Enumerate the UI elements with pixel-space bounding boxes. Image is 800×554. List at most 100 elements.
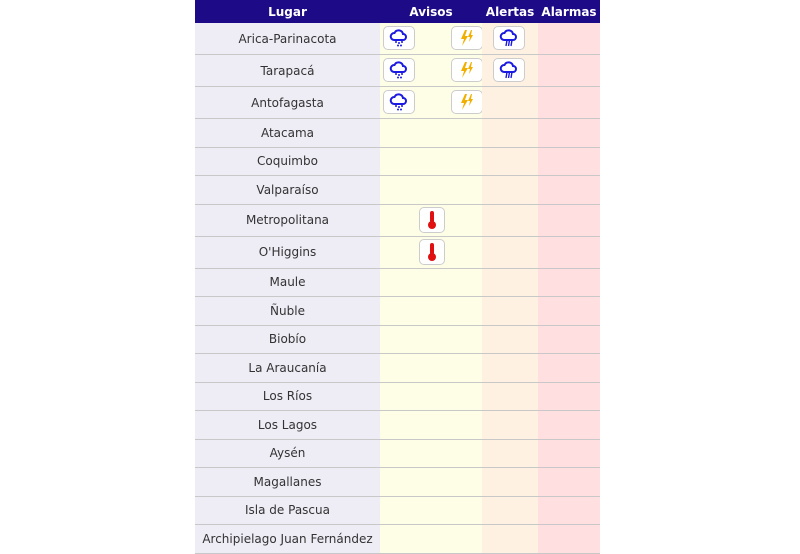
alertas-cell xyxy=(482,204,538,237)
region-name: Maule xyxy=(195,268,380,297)
avisos-cell xyxy=(380,268,482,297)
thunderstorm-icon[interactable] xyxy=(451,26,483,50)
alertas-cell xyxy=(482,439,538,468)
table-row: Los Lagos xyxy=(195,410,600,440)
table-row: Aysén xyxy=(195,439,600,468)
alertas-cell xyxy=(482,410,538,440)
table-row: Metropolitana xyxy=(195,204,600,237)
header-lugar: Lugar xyxy=(195,0,380,23)
avisos-cell xyxy=(380,439,482,468)
region-name: Aysén xyxy=(195,439,380,468)
avisos-cell xyxy=(380,410,482,440)
alertas-cell xyxy=(482,118,538,148)
region-name: Archipielago Juan Fernández xyxy=(195,524,380,554)
table-row: Tarapacá xyxy=(195,54,600,87)
alarmas-cell xyxy=(538,496,600,525)
region-name: Biobío xyxy=(195,325,380,354)
alertas-cell xyxy=(482,496,538,525)
alarmas-cell xyxy=(538,118,600,148)
header-alertas: Alertas xyxy=(482,0,538,23)
alarmas-cell xyxy=(538,325,600,354)
region-name: Coquimbo xyxy=(195,147,380,176)
heavy-rain-icon[interactable] xyxy=(493,26,525,50)
alarmas-cell xyxy=(538,86,600,119)
heavy-rain-icon[interactable] xyxy=(493,58,525,82)
avisos-cell xyxy=(380,353,482,383)
region-name: Los Lagos xyxy=(195,410,380,440)
header-avisos: Avisos xyxy=(380,0,482,23)
alertas-cell xyxy=(482,86,538,119)
alertas-cell xyxy=(482,353,538,383)
alertas-cell xyxy=(482,524,538,554)
rain-snow-icon[interactable] xyxy=(383,58,415,82)
avisos-cell xyxy=(380,204,482,237)
avisos-cell xyxy=(380,86,483,119)
avisos-cell xyxy=(380,382,482,411)
alertas-cell xyxy=(482,236,538,269)
alarmas-cell xyxy=(538,268,600,297)
alertas-cell xyxy=(482,467,538,497)
table-row: Atacama xyxy=(195,118,600,148)
alarmas-cell xyxy=(538,524,600,554)
avisos-cell xyxy=(380,325,482,354)
avisos-cell xyxy=(380,467,482,497)
rain-snow-icon[interactable] xyxy=(383,90,415,114)
region-name: Magallanes xyxy=(195,467,380,497)
table-row: O'Higgins xyxy=(195,236,600,269)
table-row: La Araucanía xyxy=(195,353,600,383)
alarmas-cell xyxy=(538,353,600,383)
region-name: O'Higgins xyxy=(195,236,380,269)
avisos-cell xyxy=(380,524,482,554)
alertas-cell xyxy=(482,147,538,176)
region-name: Antofagasta xyxy=(195,86,380,119)
alarmas-cell xyxy=(538,204,600,237)
alarmas-cell xyxy=(538,410,600,440)
alarmas-cell xyxy=(538,54,600,87)
table-row: Biobío xyxy=(195,325,600,354)
avisos-cell xyxy=(380,147,482,176)
thunderstorm-icon[interactable] xyxy=(451,58,483,82)
region-name: Valparaíso xyxy=(195,175,380,205)
table-row: Magallanes xyxy=(195,467,600,497)
avisos-cell xyxy=(380,296,482,326)
alarmas-cell xyxy=(538,296,600,326)
alertas-cell xyxy=(482,23,538,55)
table-row: Antofagasta xyxy=(195,86,600,119)
thunderstorm-icon[interactable] xyxy=(451,90,483,114)
avisos-cell xyxy=(380,118,482,148)
table-row: Valparaíso xyxy=(195,175,600,205)
region-name: Ñuble xyxy=(195,296,380,326)
region-name: Tarapacá xyxy=(195,54,380,87)
alarmas-cell xyxy=(538,175,600,205)
region-name: Metropolitana xyxy=(195,204,380,237)
thermometer-icon[interactable] xyxy=(419,206,445,233)
alarmas-cell xyxy=(538,236,600,269)
region-name: La Araucanía xyxy=(195,353,380,383)
table-row: Archipielago Juan Fernández xyxy=(195,524,600,554)
alarmas-cell xyxy=(538,147,600,176)
header-alarmas: Alarmas xyxy=(538,0,600,23)
alertas-cell xyxy=(482,325,538,354)
table-row: Los Ríos xyxy=(195,382,600,411)
alarmas-cell xyxy=(538,439,600,468)
table-row: Isla de Pascua xyxy=(195,496,600,525)
avisos-cell xyxy=(380,496,482,525)
alertas-cell xyxy=(482,54,538,87)
avisos-cell xyxy=(380,23,483,55)
avisos-cell xyxy=(380,54,483,87)
alarmas-cell xyxy=(538,382,600,411)
alertas-cell xyxy=(482,175,538,205)
table-row: Coquimbo xyxy=(195,147,600,176)
alertas-cell xyxy=(482,296,538,326)
alarmas-cell xyxy=(538,467,600,497)
table-row: Arica-Parinacota xyxy=(195,23,600,55)
thermometer-icon[interactable] xyxy=(419,238,445,265)
avisos-cell xyxy=(380,175,482,205)
region-name: Los Ríos xyxy=(195,382,380,411)
region-name: Isla de Pascua xyxy=(195,496,380,525)
table-row: Maule xyxy=(195,268,600,297)
alertas-cell xyxy=(482,382,538,411)
region-name: Arica-Parinacota xyxy=(195,23,380,55)
alerts-table: Lugar Avisos Alertas Alarmas Arica-Parin… xyxy=(195,0,600,554)
rain-snow-icon[interactable] xyxy=(383,26,415,50)
